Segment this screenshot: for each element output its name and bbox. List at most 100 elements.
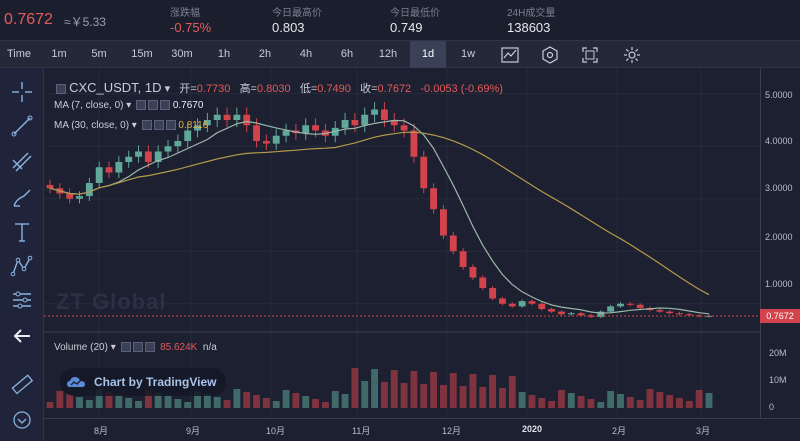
volume-tick-0: 0 bbox=[769, 402, 775, 412]
price-tick-2: 2.0000 bbox=[765, 232, 793, 242]
ma30-value: 0.8116 bbox=[178, 120, 209, 131]
ma7-settings-icon[interactable] bbox=[148, 100, 159, 111]
volume-bar bbox=[331, 391, 339, 408]
volume-bar bbox=[400, 383, 408, 408]
fullscreen-icon[interactable] bbox=[580, 45, 600, 65]
ma30-legend[interactable]: MA (30, close, 0) ▾ 0.8116 bbox=[54, 120, 209, 131]
candle-body bbox=[400, 125, 408, 131]
back-arrow-icon[interactable] bbox=[10, 324, 34, 348]
volume-remove-icon[interactable] bbox=[144, 342, 155, 353]
tf-30m[interactable]: 30m bbox=[171, 48, 193, 60]
candle-body bbox=[518, 301, 526, 307]
volume-bar bbox=[154, 393, 162, 408]
volume-bar bbox=[115, 395, 123, 408]
tf-6h[interactable]: 6h bbox=[340, 48, 354, 60]
high-label: 今日最高价 bbox=[272, 8, 322, 19]
ma30-remove-icon[interactable] bbox=[165, 120, 176, 131]
volume-settings-icon[interactable] bbox=[132, 342, 143, 353]
candle-body bbox=[302, 125, 310, 134]
tf-5m[interactable]: 5m bbox=[91, 48, 107, 60]
time-axis[interactable]: 8月 9月 10月 11月 12月 2020 2月 3月 bbox=[44, 418, 800, 441]
tf-1w[interactable]: 1w bbox=[460, 48, 476, 60]
candle-body bbox=[577, 313, 585, 316]
volume-label: 24H成交量 bbox=[507, 8, 556, 19]
price-chart[interactable]: CXC_USDT, 1D ▾ 开=0.7730 高=0.8030 低=0.749… bbox=[44, 68, 760, 418]
ma7-remove-icon[interactable] bbox=[160, 100, 171, 111]
symbol-dropdown-icon[interactable]: ▾ bbox=[164, 83, 171, 95]
volume-bar bbox=[508, 376, 516, 408]
exchange-watermark: ZT Global bbox=[56, 289, 167, 314]
tf-1d[interactable]: 1d bbox=[410, 41, 446, 68]
brush-icon[interactable] bbox=[10, 186, 34, 210]
candle-body bbox=[253, 125, 260, 141]
tf-1m[interactable]: 1m bbox=[51, 48, 67, 60]
candle-body bbox=[567, 313, 575, 315]
volume-bar bbox=[85, 400, 93, 408]
volume-bar bbox=[302, 396, 310, 408]
legend-collapse-icon[interactable] bbox=[56, 84, 66, 95]
volume-bar bbox=[272, 401, 280, 408]
candle-body bbox=[626, 303, 634, 305]
candle-body bbox=[135, 151, 142, 157]
volume-bar bbox=[489, 375, 497, 408]
candle-body bbox=[558, 311, 565, 315]
indicator-icon[interactable] bbox=[540, 45, 560, 65]
ruler-icon[interactable] bbox=[10, 372, 34, 396]
measure-tool-icon[interactable] bbox=[10, 288, 34, 312]
candle-body bbox=[371, 109, 379, 115]
volume-bar bbox=[174, 399, 182, 408]
chart-canvas[interactable] bbox=[44, 68, 760, 418]
volume-bar bbox=[439, 385, 447, 408]
ticker-stats-bar: 0.7672 ≈￥5.33 涨跌幅 -0.75% 今日最高价 0.803 今日最… bbox=[0, 0, 800, 40]
candle-body bbox=[105, 167, 113, 173]
candle-body bbox=[85, 183, 93, 197]
volume-bar bbox=[95, 389, 103, 408]
chart-type-icon[interactable] bbox=[500, 45, 520, 65]
pattern-tool-icon[interactable] bbox=[10, 254, 34, 278]
candle-body bbox=[666, 311, 674, 314]
candle-body bbox=[125, 156, 133, 162]
tf-1h[interactable]: 1h bbox=[217, 48, 231, 60]
volume-bar bbox=[194, 391, 201, 408]
time-tick-sep: 9月 bbox=[186, 426, 201, 436]
tf-12h[interactable]: 12h bbox=[378, 48, 398, 60]
fib-tool-icon[interactable] bbox=[10, 150, 34, 174]
volume-bar bbox=[262, 398, 270, 408]
low-label: 今日最低价 bbox=[390, 8, 440, 19]
low-value: 0.749 bbox=[390, 20, 423, 35]
tradingview-badge[interactable]: Chart by TradingView bbox=[60, 368, 227, 396]
ma7-legend[interactable]: MA (7, close, 0) ▾ 0.7670 bbox=[54, 100, 204, 111]
settings-icon[interactable] bbox=[622, 45, 642, 65]
price-axis[interactable]: 5.0000 4.0000 3.0000 2.0000 1.0000 20M 1… bbox=[760, 68, 800, 418]
crosshair-icon[interactable] bbox=[10, 80, 34, 104]
candle-body bbox=[174, 141, 182, 147]
ma30-visibility-icon[interactable] bbox=[141, 120, 152, 131]
volume-bar bbox=[321, 402, 329, 408]
candle-body bbox=[95, 167, 103, 183]
ma7-visibility-icon[interactable] bbox=[136, 100, 147, 111]
volume-bar bbox=[587, 399, 595, 408]
magnet-icon[interactable] bbox=[10, 408, 34, 432]
candle-body bbox=[439, 209, 447, 236]
candle-body bbox=[341, 120, 349, 128]
volume-bar bbox=[597, 402, 605, 408]
symbol-name[interactable]: CXC_USDT, 1D bbox=[69, 80, 162, 95]
volume-bar bbox=[243, 392, 251, 408]
tf-4h[interactable]: 4h bbox=[299, 48, 313, 60]
tf-15m[interactable]: 15m bbox=[131, 48, 153, 60]
text-tool-icon[interactable] bbox=[10, 220, 34, 244]
candle-body bbox=[469, 267, 477, 278]
volume-legend[interactable]: Volume (20) ▾ 85.624K n/a bbox=[54, 342, 217, 353]
volume-bar bbox=[636, 400, 644, 408]
volume-bar bbox=[548, 401, 556, 408]
candle-body bbox=[459, 251, 467, 267]
volume-bar bbox=[213, 397, 221, 408]
trend-line-icon[interactable] bbox=[10, 114, 34, 138]
volume-visibility-icon[interactable] bbox=[120, 342, 131, 353]
volume-bar bbox=[695, 390, 703, 408]
candle-body bbox=[410, 130, 418, 157]
ma30-line bbox=[49, 131, 710, 296]
ma30-settings-icon[interactable] bbox=[153, 120, 164, 131]
tf-2h[interactable]: 2h bbox=[258, 48, 272, 60]
tf-time[interactable]: Time bbox=[6, 48, 32, 60]
